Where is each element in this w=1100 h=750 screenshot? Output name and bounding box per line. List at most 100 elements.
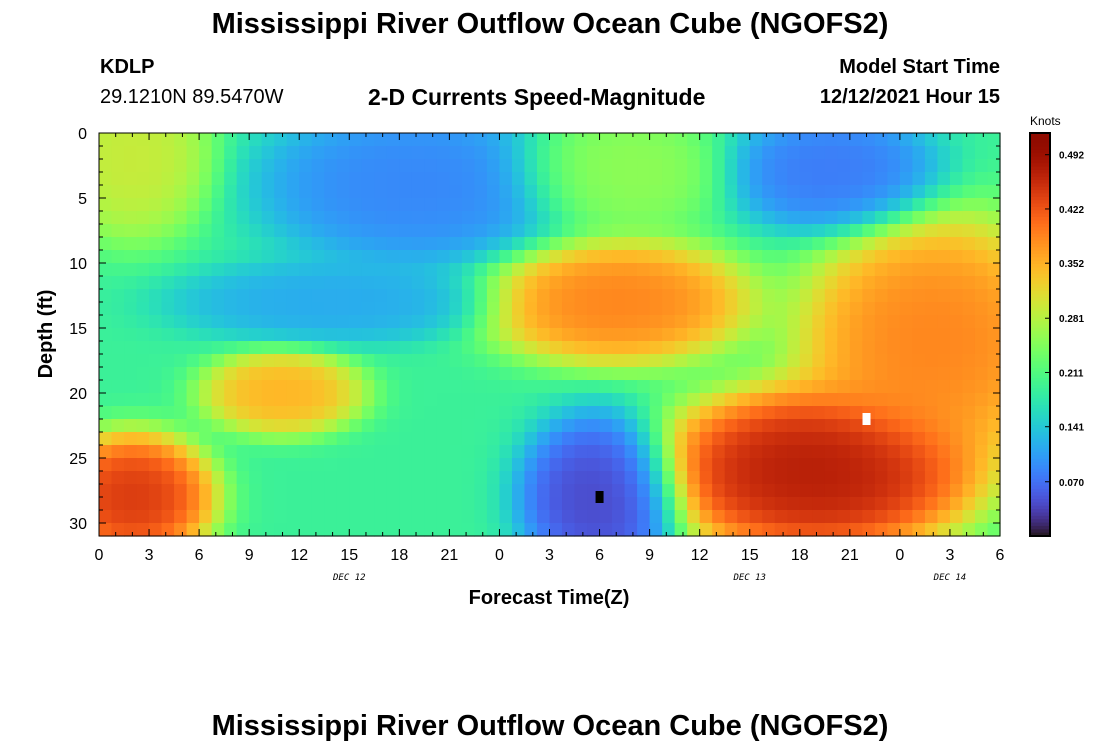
heatmap-cell xyxy=(912,380,925,394)
heatmap-cell xyxy=(625,341,638,355)
heatmap-cell xyxy=(962,510,975,524)
heatmap-cell xyxy=(712,276,725,290)
heatmap-cell xyxy=(700,497,713,511)
heatmap-cell xyxy=(625,146,638,160)
heatmap-cell xyxy=(587,159,600,173)
heatmap-cell xyxy=(499,328,512,342)
heatmap-cell xyxy=(449,159,462,173)
heatmap-cell xyxy=(287,354,300,368)
heatmap-cell xyxy=(237,276,250,290)
heatmap-cell xyxy=(962,458,975,472)
heatmap-cell xyxy=(825,224,838,238)
heatmap-cell xyxy=(512,419,525,433)
heatmap-cell xyxy=(550,289,563,303)
heatmap-cell xyxy=(625,471,638,485)
heatmap-cell xyxy=(199,471,212,485)
min-value-marker xyxy=(596,491,604,503)
y-tick-label: 5 xyxy=(78,191,87,208)
heatmap-cell xyxy=(537,159,550,173)
heatmap-cell xyxy=(775,393,788,407)
heatmap-cell xyxy=(800,276,813,290)
heatmap-cell xyxy=(149,315,162,329)
heatmap-cell xyxy=(149,354,162,368)
heatmap-cell xyxy=(637,484,650,498)
heatmap-cell xyxy=(374,172,387,186)
heatmap-cell xyxy=(887,328,900,342)
heatmap-cell xyxy=(612,211,625,225)
heatmap-cell xyxy=(837,198,850,212)
heatmap-cell xyxy=(837,211,850,225)
heatmap-cell xyxy=(287,471,300,485)
heatmap-cell xyxy=(137,276,150,290)
heatmap-cell xyxy=(174,237,187,251)
heatmap-cell xyxy=(575,224,588,238)
heatmap-cell xyxy=(112,315,125,329)
heatmap-cell xyxy=(825,471,838,485)
heatmap-cell xyxy=(112,471,125,485)
heatmap-cell xyxy=(975,523,988,537)
heatmap-cell xyxy=(637,328,650,342)
heatmap-cell xyxy=(787,146,800,160)
heatmap-cell xyxy=(775,250,788,264)
heatmap-cell xyxy=(787,302,800,316)
heatmap-cell xyxy=(875,302,888,316)
heatmap-cell xyxy=(537,224,550,238)
heatmap-cell xyxy=(299,315,312,329)
heatmap-cell xyxy=(99,367,112,381)
heatmap-cell xyxy=(850,432,863,446)
heatmap-cell xyxy=(650,146,663,160)
heatmap-cell xyxy=(237,484,250,498)
heatmap-cell xyxy=(750,484,763,498)
heatmap-cell xyxy=(637,224,650,238)
heatmap-cell xyxy=(537,315,550,329)
heatmap-cell xyxy=(875,172,888,186)
heatmap-cell xyxy=(324,159,337,173)
heatmap-cell xyxy=(174,315,187,329)
heatmap-cell xyxy=(887,146,900,160)
heatmap-cell xyxy=(600,250,613,264)
heatmap-cell xyxy=(950,198,963,212)
heatmap-cell xyxy=(625,237,638,251)
heatmap-cell xyxy=(224,406,237,420)
heatmap-cell xyxy=(887,198,900,212)
heatmap-cell xyxy=(112,224,125,238)
heatmap-cell xyxy=(950,328,963,342)
heatmap-cell xyxy=(975,250,988,264)
heatmap-cell xyxy=(637,263,650,277)
heatmap-cell xyxy=(387,406,400,420)
heatmap-cell xyxy=(825,159,838,173)
heatmap-cell xyxy=(324,367,337,381)
heatmap-cell xyxy=(487,419,500,433)
heatmap-cell xyxy=(524,146,537,160)
heatmap-cell xyxy=(199,276,212,290)
heatmap-cell xyxy=(750,471,763,485)
y-tick-label: 10 xyxy=(69,256,87,273)
heatmap-cell xyxy=(349,419,362,433)
heatmap-cell xyxy=(587,471,600,485)
heatmap-cell xyxy=(524,341,537,355)
heatmap-cell xyxy=(349,172,362,186)
heatmap-cell xyxy=(212,341,225,355)
heatmap-cell xyxy=(987,510,1000,524)
heatmap-cell xyxy=(387,484,400,498)
heatmap-cell xyxy=(837,276,850,290)
heatmap-cell xyxy=(274,341,287,355)
heatmap-cell xyxy=(675,341,688,355)
heatmap-cell xyxy=(850,341,863,355)
heatmap-cell xyxy=(550,302,563,316)
heatmap-cell xyxy=(612,354,625,368)
heatmap-cell xyxy=(537,146,550,160)
heatmap-cell xyxy=(937,458,950,472)
heatmap-cell xyxy=(287,211,300,225)
heatmap-cell xyxy=(512,510,525,524)
heatmap-cell xyxy=(499,445,512,459)
heatmap-cell xyxy=(625,510,638,524)
heatmap-cell xyxy=(249,367,262,381)
heatmap-cell xyxy=(575,237,588,251)
heatmap-cell xyxy=(662,393,675,407)
heatmap-cell xyxy=(537,276,550,290)
heatmap-cell xyxy=(762,523,775,537)
heatmap-cell xyxy=(962,224,975,238)
heatmap-cell xyxy=(675,224,688,238)
heatmap-cell xyxy=(762,250,775,264)
